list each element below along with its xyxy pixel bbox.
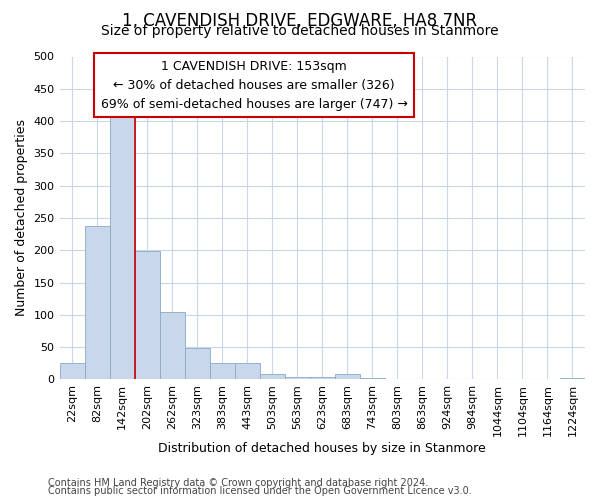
Bar (59, 364, 85, 380)
Text: 1, CAVENDISH DRIVE, EDGWARE, HA8 7NR: 1, CAVENDISH DRIVE, EDGWARE, HA8 7NR (122, 12, 478, 30)
Y-axis label: Number of detached properties: Number of detached properties (15, 120, 28, 316)
X-axis label: Distribution of detached houses by size in Stanmore: Distribution of detached houses by size … (158, 442, 486, 455)
Text: Contains HM Land Registry data © Crown copyright and database right 2024.: Contains HM Land Registry data © Crown c… (48, 478, 428, 488)
Bar (260, 374, 285, 380)
Bar (185, 348, 209, 380)
Text: 1 CAVENDISH DRIVE: 153sqm
← 30% of detached houses are smaller (326)
69% of semi: 1 CAVENDISH DRIVE: 153sqm ← 30% of detac… (101, 60, 407, 110)
Bar (134, 251, 160, 380)
Bar (335, 374, 360, 380)
Bar (160, 312, 185, 380)
Bar (85, 226, 110, 380)
Bar (110, 116, 134, 380)
Bar (209, 364, 235, 380)
Bar (285, 377, 310, 380)
Text: Contains public sector information licensed under the Open Government Licence v3: Contains public sector information licen… (48, 486, 472, 496)
Bar (235, 364, 260, 380)
Bar (360, 378, 385, 380)
Bar (560, 378, 585, 380)
Text: Size of property relative to detached houses in Stanmore: Size of property relative to detached ho… (101, 24, 499, 38)
Bar (310, 377, 335, 380)
